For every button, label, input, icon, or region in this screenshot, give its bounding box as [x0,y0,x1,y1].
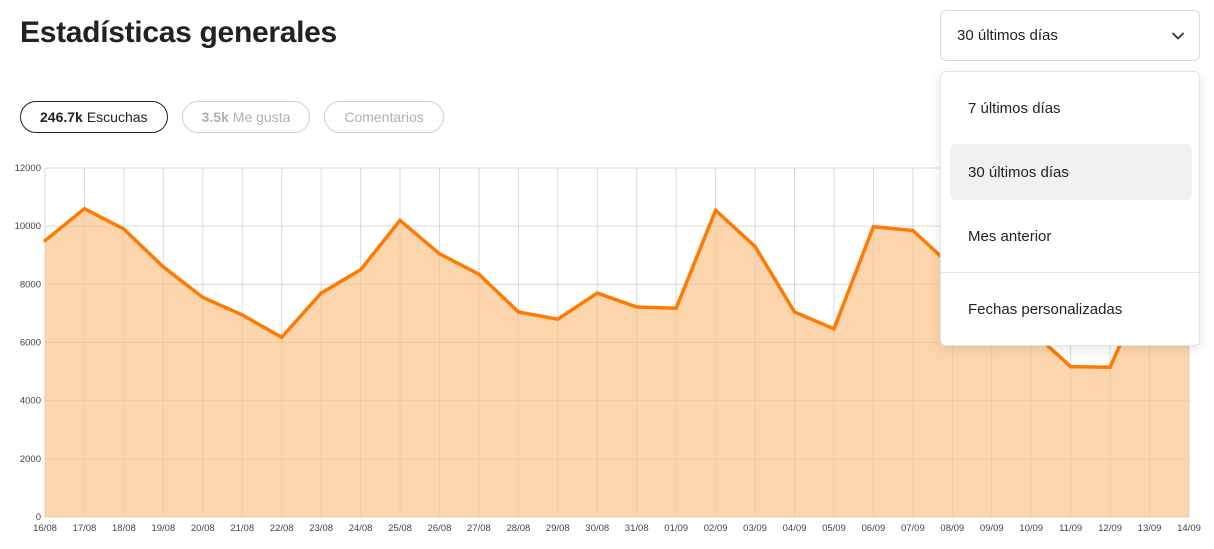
data-point [714,208,718,212]
x-tick-label: 08/09 [940,523,964,534]
data-point [280,335,284,339]
x-tick-label: 16/08 [33,523,57,534]
y-tick-label: 12000 [15,163,41,174]
y-tick-label: 0 [36,512,41,523]
option-7-days[interactable]: 7 últimos días [968,99,1061,117]
period-select-value: 30 últimos días [957,27,1058,44]
x-tick-label: 04/09 [783,523,807,534]
data-point [911,228,915,233]
data-point [753,244,757,249]
data-point [240,313,244,317]
period-dropdown: 7 últimos días 30 últimos días Mes anter… [940,71,1200,346]
data-point [398,218,402,222]
y-tick-label: 2000 [20,454,41,465]
x-tick-label: 29/08 [546,523,570,534]
option-previous-month[interactable]: Mes anterior [968,227,1052,245]
x-tick-label: 28/08 [506,523,530,534]
data-point [556,317,560,321]
tab-comentarios[interactable]: Comentarios [324,101,444,133]
x-tick-label: 01/09 [664,523,688,534]
x-tick-label: 19/08 [151,523,175,534]
x-tick-label: 24/08 [349,523,373,534]
page-title: Estadísticas generales [20,16,337,49]
x-tick-label: 21/08 [230,523,254,534]
listens-chart: 0 2000 4000 6000 8000 10000 12000 16/08 17/08 18/… [0,155,1214,549]
data-point [595,291,599,295]
tab-me-gusta[interactable]: 3.5k Me gusta [181,101,311,133]
chevron-down-icon [1172,32,1184,40]
tab-me-gusta-label: Me gusta [232,109,291,125]
y-tick-label: 6000 [20,338,41,349]
data-point [161,265,165,269]
data-point [437,252,442,256]
x-tick-label: 05/09 [822,523,846,534]
x-tick-label: 18/08 [112,523,136,534]
x-tick-label: 17/08 [73,523,97,534]
data-point [674,306,678,310]
x-tick-label: 14/09 [1177,523,1201,534]
period-select[interactable]: 30 últimos días [940,10,1200,61]
x-tick-label: 20/08 [191,523,215,534]
x-tick-label: 06/09 [862,523,886,534]
x-tick-label: 10/09 [1019,523,1043,534]
y-tick-label: 8000 [20,279,41,290]
x-tick-label: 26/08 [428,523,452,534]
y-tick-label: 4000 [20,396,41,407]
metric-tabs: 246.7k Escuchas 3.5k Me gusta Comentario… [20,101,444,133]
x-tick-label: 13/09 [1138,523,1162,534]
x-tick-label: 07/09 [901,523,925,534]
data-point [1069,365,1073,369]
series-area [45,208,1189,517]
x-tick-label: 23/08 [309,523,333,534]
chart-svg: 0 2000 4000 6000 8000 10000 12000 16/08 17/08 18/… [15,163,1201,534]
x-tick-label: 22/08 [270,523,294,534]
data-point [477,272,481,276]
data-point [635,305,639,309]
data-point [871,225,876,229]
data-point [1108,365,1112,369]
x-tick-label: 25/08 [388,523,412,534]
x-tick-label: 09/09 [980,523,1004,534]
data-point [122,227,126,231]
x-tick-label: 27/08 [467,523,491,534]
dropdown-divider [941,272,1199,273]
x-tick-label: 03/09 [743,523,767,534]
tab-escuchas-value: 246.7k [40,109,83,125]
tab-escuchas-label: Escuchas [86,109,148,125]
data-point [832,327,836,331]
data-point [82,207,87,211]
option-30-days[interactable]: 30 últimos días [950,144,1192,200]
y-tick-label: 10000 [15,221,41,232]
data-point [792,310,797,314]
data-point [43,239,47,243]
data-point [319,291,323,295]
data-point [358,268,363,272]
option-custom-dates[interactable]: Fechas personalizadas [968,300,1123,318]
tab-escuchas[interactable]: 246.7k Escuchas [20,101,168,133]
x-tick-label: 11/09 [1059,523,1082,534]
x-tick-label: 30/08 [585,523,609,534]
data-point [516,310,520,314]
tab-comentarios-label: Comentarios [344,109,424,125]
x-tick-label: 31/08 [625,523,649,534]
tab-me-gusta-value: 3.5k [201,109,229,125]
data-point [201,295,205,300]
x-tick-label: 02/09 [704,523,728,534]
x-tick-label: 12/09 [1098,523,1122,534]
